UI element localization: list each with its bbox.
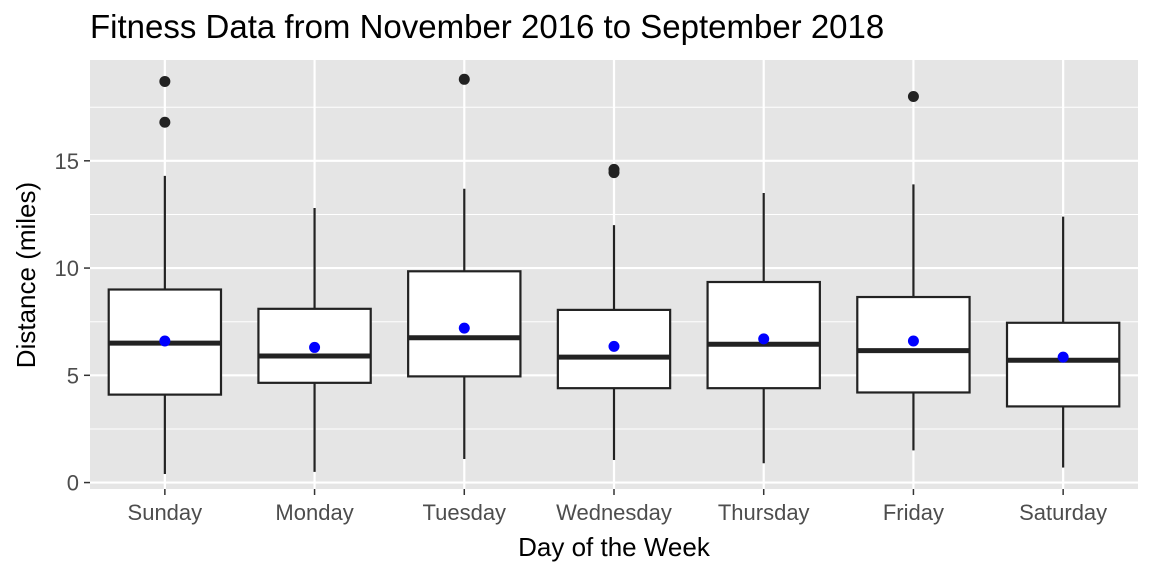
y-tick-label: 0 <box>67 471 79 496</box>
mean-point <box>608 340 620 352</box>
axes: 0 5 10 15 Sunday Monday Tuesday Wednesday Thursd… <box>55 149 1108 525</box>
x-tick-label: Tuesday <box>422 500 506 525</box>
y-axis-title: Distance (miles) <box>11 182 41 368</box>
x-tick-label: Thursday <box>718 500 810 525</box>
outlier-point <box>458 73 470 85</box>
mean-point <box>159 335 171 347</box>
chart-title: Fitness Data from November 2016 to Septe… <box>90 8 885 45</box>
mean-point <box>309 341 321 353</box>
mean-point <box>907 335 919 347</box>
outlier-point <box>608 163 620 175</box>
y-tick-label: 15 <box>55 149 79 174</box>
x-tick-label: Friday <box>883 500 944 525</box>
outlier-point <box>159 75 171 87</box>
mean-point <box>758 333 770 345</box>
mean-point <box>458 322 470 334</box>
y-tick-label: 5 <box>67 363 79 388</box>
x-tick-label: Sunday <box>128 500 203 525</box>
mean-point <box>1057 351 1069 363</box>
x-tick-label: Monday <box>275 500 353 525</box>
box-marks <box>107 73 1121 474</box>
box <box>1005 321 1121 408</box>
x-tick-label: Wednesday <box>556 500 672 525</box>
x-tick-label: Saturday <box>1019 500 1107 525</box>
x-axis-title: Day of the Week <box>518 532 711 562</box>
outlier-point <box>159 116 171 128</box>
outlier-point <box>907 90 919 102</box>
y-tick-label: 10 <box>55 256 79 281</box>
